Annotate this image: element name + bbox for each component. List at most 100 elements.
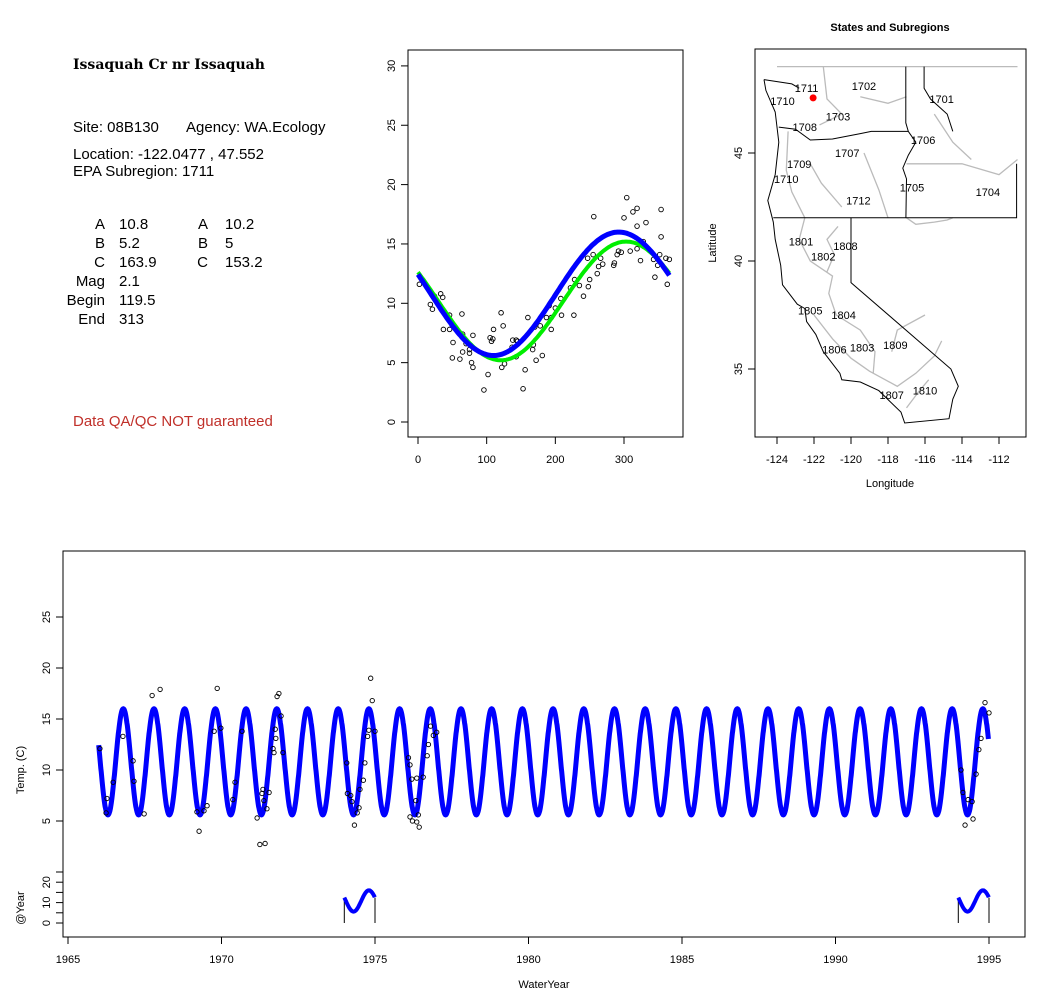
fit-curve bbox=[96, 706, 991, 818]
subregion-label: 1701 bbox=[929, 94, 953, 106]
year-fit-curve bbox=[956, 888, 991, 914]
fit1-label: C bbox=[94, 254, 105, 271]
data-point bbox=[354, 810, 360, 816]
data-point bbox=[424, 753, 430, 759]
x-tick-label: -114 bbox=[951, 454, 972, 466]
data-point bbox=[630, 209, 636, 215]
data-point bbox=[621, 215, 627, 221]
y-tick-label: 10 bbox=[41, 764, 53, 776]
data-point bbox=[624, 194, 630, 201]
data-point bbox=[594, 270, 600, 277]
subregion-boundary bbox=[863, 152, 889, 219]
data-point bbox=[450, 339, 456, 346]
data-point bbox=[103, 810, 109, 816]
subregion-label: 1712 bbox=[846, 196, 870, 208]
data-point bbox=[97, 745, 103, 752]
data-point bbox=[500, 323, 506, 329]
data-point bbox=[364, 733, 371, 739]
fit2-label: C bbox=[197, 254, 208, 271]
data-point bbox=[434, 729, 440, 735]
x-tick-label: 1985 bbox=[670, 954, 694, 966]
data-point bbox=[576, 282, 583, 289]
x-tick-label: 1980 bbox=[516, 954, 540, 966]
subregion-label: 1708 bbox=[793, 122, 817, 134]
data-point bbox=[446, 326, 453, 333]
fit1-label: B bbox=[94, 235, 105, 252]
data-point bbox=[239, 728, 245, 734]
data-point bbox=[409, 776, 415, 782]
data-point bbox=[982, 700, 988, 706]
data-point bbox=[468, 359, 475, 366]
subregion-label: 1711 bbox=[795, 83, 819, 95]
fit2-value: 5 bbox=[225, 235, 234, 252]
y-tick-label: 10 bbox=[386, 297, 398, 309]
data-point bbox=[580, 293, 587, 299]
subregion-boundary bbox=[826, 225, 839, 273]
data-point bbox=[362, 760, 368, 766]
data-point bbox=[459, 349, 466, 355]
subregion-label: 1807 bbox=[879, 390, 903, 402]
data-point bbox=[264, 806, 270, 812]
data-point bbox=[254, 815, 260, 821]
state-border bbox=[778, 126, 909, 141]
x-tick-label: 1975 bbox=[363, 954, 387, 966]
data-point bbox=[501, 361, 508, 367]
subregion-label: 1710 bbox=[774, 174, 798, 186]
data-point bbox=[457, 356, 463, 362]
data-point bbox=[425, 741, 432, 748]
data-point bbox=[429, 306, 436, 312]
year-axis-tick-label: 20 bbox=[41, 876, 53, 888]
data-point bbox=[525, 314, 531, 321]
data-point bbox=[533, 357, 539, 364]
data-point bbox=[360, 777, 366, 783]
data-point bbox=[459, 311, 465, 317]
state-border bbox=[773, 163, 1018, 219]
fit1-label: A bbox=[94, 216, 105, 233]
data-point bbox=[958, 767, 964, 773]
data-point bbox=[513, 337, 519, 343]
fit1-value: 5.2 bbox=[119, 235, 140, 252]
y-tick-label: 20 bbox=[386, 178, 398, 190]
data-point bbox=[120, 733, 126, 739]
data-point bbox=[430, 732, 436, 738]
data-point bbox=[211, 728, 217, 734]
y-tick-label: 20 bbox=[41, 662, 53, 674]
data-point bbox=[427, 723, 434, 729]
data-point bbox=[149, 692, 155, 699]
subregion-label: 1803 bbox=[850, 342, 874, 354]
map-layers: 1702170117111710170317081706170717091710… bbox=[763, 65, 1018, 424]
data-point bbox=[280, 750, 286, 756]
x-tick-label: 1965 bbox=[56, 954, 80, 966]
subregion-label: 1806 bbox=[822, 345, 846, 357]
site-id: Site: 08B130 bbox=[73, 119, 159, 136]
data-point bbox=[201, 808, 207, 814]
data-point bbox=[349, 798, 355, 805]
epa-subregion: EPA Subregion: 1711 bbox=[73, 163, 215, 180]
data-point bbox=[520, 386, 526, 392]
data-point bbox=[470, 364, 476, 371]
data-point bbox=[261, 797, 267, 804]
data-point bbox=[276, 690, 282, 697]
data-point bbox=[548, 326, 554, 333]
data-point bbox=[663, 255, 669, 261]
data-point bbox=[969, 798, 975, 805]
x-tick-label: -122 bbox=[803, 454, 825, 466]
y-tick-label: 25 bbox=[386, 119, 398, 131]
fit2-label: B bbox=[197, 235, 208, 252]
subregion-label: 1709 bbox=[787, 159, 811, 171]
data-point bbox=[204, 803, 210, 809]
y-axis-title: Latitude bbox=[707, 223, 719, 262]
x-axis-title: WaterYear bbox=[518, 979, 569, 991]
data-point bbox=[618, 249, 625, 256]
subregion-label: 1802 bbox=[811, 252, 835, 264]
y-tick-label: 35 bbox=[733, 363, 745, 375]
subregion-label: 1702 bbox=[852, 81, 876, 93]
subregion-boundary bbox=[809, 163, 843, 208]
data-point bbox=[405, 755, 412, 761]
data-point bbox=[348, 792, 354, 799]
x-tick-label: 1990 bbox=[823, 954, 847, 966]
x-tick-label: -112 bbox=[988, 454, 1009, 466]
fit1-label: Begin bbox=[66, 292, 105, 309]
subregion-boundary bbox=[813, 314, 943, 388]
subregion-map: States and Subregions1702170117111710170… bbox=[707, 22, 1027, 490]
